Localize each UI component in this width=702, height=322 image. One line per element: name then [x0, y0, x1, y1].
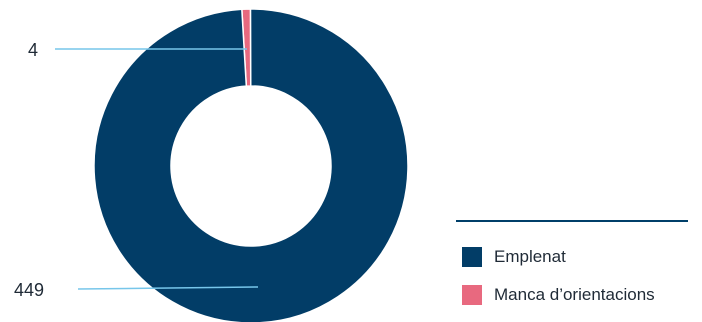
- legend: Emplenat Manca d’orientacions: [456, 219, 688, 314]
- data-label-manca-orientacions: 4: [28, 40, 38, 60]
- legend-swatch-manca-orientacions: [462, 285, 482, 305]
- legend-swatch-emplenat: [462, 247, 482, 267]
- data-label-emplenat: 449: [14, 280, 44, 300]
- legend-divider: [456, 220, 688, 222]
- slice-emplenat: [93, 8, 409, 322]
- slice-group: [93, 8, 409, 322]
- legend-label-manca-orientacions: Manca d’orientacions: [494, 285, 655, 304]
- data-label-group: 4 449: [14, 40, 44, 300]
- legend-item-manca-orientacions: Manca d’orientacions: [462, 284, 655, 306]
- legend-item-emplenat: Emplenat: [462, 246, 566, 268]
- legend-label-emplenat: Emplenat: [494, 247, 566, 266]
- leader-line-emplenat: [77, 286, 259, 290]
- leader-line-group: [55, 48, 259, 290]
